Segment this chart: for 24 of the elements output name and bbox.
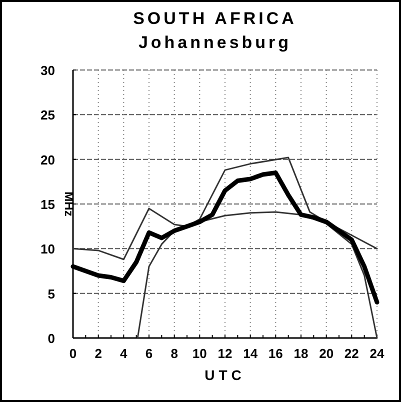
x-tick-label: 20 bbox=[319, 346, 334, 361]
y-tick-label: 5 bbox=[48, 286, 55, 302]
x-tick-label: 4 bbox=[120, 346, 128, 361]
x-tick-label: 24 bbox=[370, 346, 385, 361]
y-tick-label: 25 bbox=[40, 108, 55, 123]
x-tick-label: 22 bbox=[344, 346, 359, 361]
line-series bbox=[72, 156, 378, 260]
x-tick-label: 6 bbox=[145, 346, 153, 361]
y-tick-label: 0 bbox=[48, 331, 55, 346]
x-tick-label: 18 bbox=[294, 346, 308, 361]
y-tick-label: 30 bbox=[40, 63, 55, 78]
x-tick-label: 2 bbox=[94, 346, 102, 361]
y-tick-label: 20 bbox=[40, 152, 55, 168]
x-tick-label: 12 bbox=[218, 346, 232, 361]
x-axis-title: UTC bbox=[204, 367, 246, 383]
x-tick-label: 16 bbox=[268, 346, 283, 361]
x-tick-label: 14 bbox=[243, 346, 258, 361]
x-tick-label: 0 bbox=[69, 346, 77, 361]
chart-title: SOUTH AFRICA bbox=[133, 9, 297, 28]
y-tick-label: 10 bbox=[40, 242, 55, 257]
x-tick-label: 10 bbox=[192, 346, 207, 361]
chart-subtitle: Johannesburg bbox=[138, 33, 292, 52]
y-tick-label: 15 bbox=[40, 197, 55, 212]
x-tick-label: 8 bbox=[170, 346, 178, 361]
